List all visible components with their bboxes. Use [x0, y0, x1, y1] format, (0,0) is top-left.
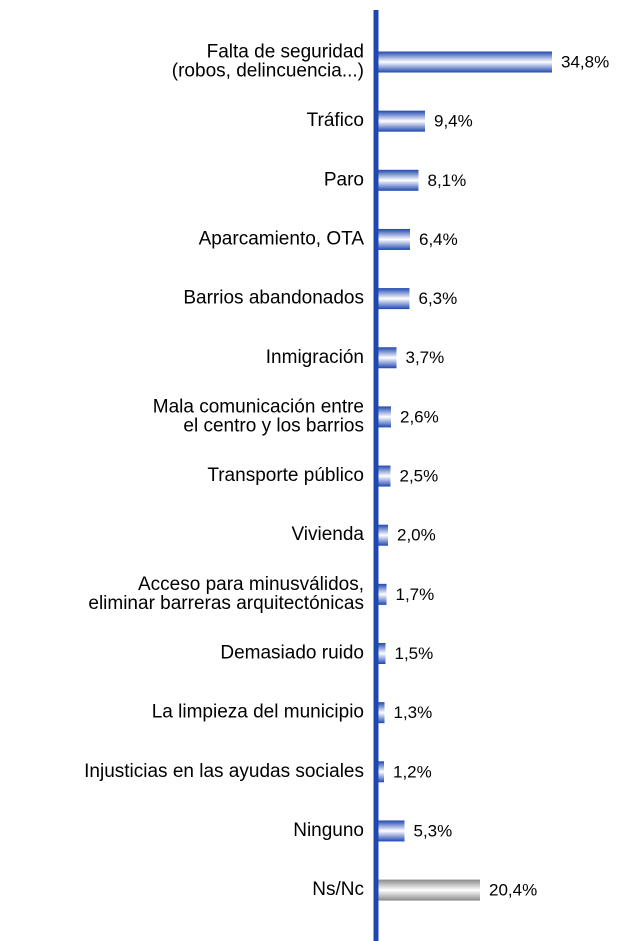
- value-label: 1,5%: [395, 644, 434, 663]
- value-label: 3,7%: [406, 348, 445, 367]
- category-label: eliminar barreras arquitectónicas: [88, 593, 364, 614]
- value-label: 6,3%: [419, 289, 458, 308]
- bar: [378, 228, 410, 250]
- bar: [378, 702, 385, 724]
- category-label: Aparcamiento, OTA: [199, 228, 365, 249]
- bar: [378, 761, 384, 783]
- value-label: 2,0%: [397, 526, 436, 545]
- bar: [378, 347, 397, 369]
- value-label: 1,3%: [394, 703, 433, 722]
- value-label: 5,3%: [414, 821, 453, 840]
- value-label: 1,7%: [396, 585, 435, 604]
- bar: [378, 583, 387, 605]
- category-label: Falta de seguridad: [207, 42, 364, 63]
- category-label: Inmigración: [266, 347, 364, 368]
- category-label: Paro: [324, 169, 364, 190]
- category-label: Acceso para minusválidos,: [138, 574, 364, 595]
- category-label: Transporte público: [207, 465, 364, 486]
- category-label: La limpieza del municipio: [152, 702, 364, 723]
- category-label: Mala comunicación entre: [153, 396, 364, 417]
- bar: [378, 51, 552, 73]
- bar: [378, 406, 391, 428]
- category-label: (robos, delincuencia...): [172, 61, 364, 82]
- value-label: 9,4%: [434, 112, 473, 131]
- category-label: Demasiado ruido: [220, 643, 364, 664]
- bar: [378, 288, 410, 310]
- category-label: Tráfico: [307, 110, 364, 131]
- bar: [378, 643, 386, 664]
- value-label: 20,4%: [489, 881, 537, 900]
- category-label: Injusticias en las ayudas sociales: [84, 761, 364, 782]
- value-label: 2,5%: [400, 467, 439, 486]
- value-label: 6,4%: [419, 230, 458, 249]
- category-label: Vivienda: [291, 524, 364, 545]
- bar: [378, 169, 419, 191]
- bar: [378, 465, 391, 487]
- bar: [378, 820, 405, 842]
- value-label: 34,8%: [561, 52, 609, 71]
- bar: [378, 524, 388, 546]
- value-label: 1,2%: [393, 762, 432, 781]
- category-label: Ns/Nc: [312, 879, 364, 900]
- category-label: Barrios abandonados: [183, 288, 364, 309]
- category-label: el centro y los barrios: [183, 415, 364, 436]
- value-label: 2,6%: [400, 407, 439, 426]
- category-label: Ninguno: [293, 820, 364, 841]
- bar: [378, 879, 480, 901]
- value-label: 8,1%: [428, 171, 467, 190]
- bar: [378, 110, 425, 132]
